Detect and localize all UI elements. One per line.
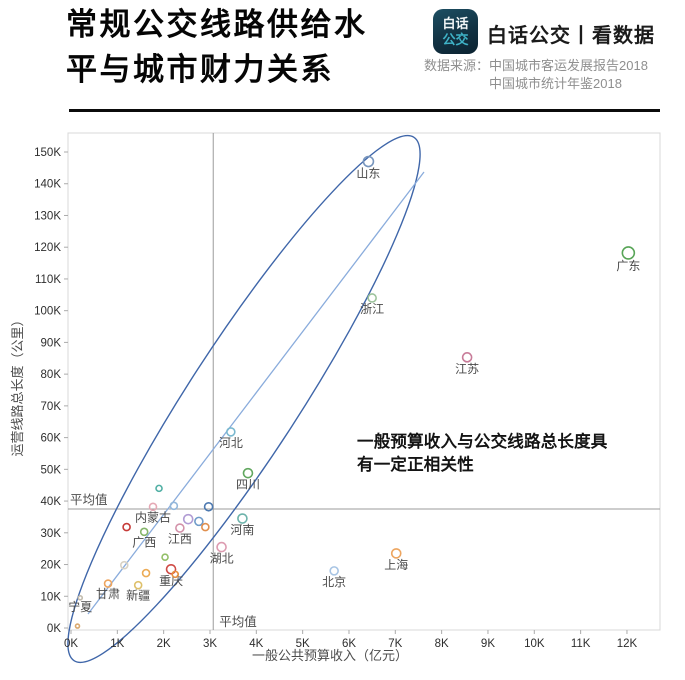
point-北京 xyxy=(329,566,339,576)
plot-border xyxy=(67,132,661,631)
brand-name: 白话公交丨看数据 xyxy=(487,25,655,47)
point-江西 xyxy=(175,523,185,533)
y-axis-title: 运营线路总长度（公里） xyxy=(10,313,25,456)
x-tick-label: 1K xyxy=(110,638,124,650)
point-江苏 xyxy=(461,352,473,363)
header-divider xyxy=(69,109,660,112)
point-label-四川: 四川 xyxy=(236,478,260,492)
x-tick-label: 4K xyxy=(249,638,263,650)
x-tick-label: 5K xyxy=(296,638,310,650)
point xyxy=(74,623,81,629)
point-河北 xyxy=(226,427,236,437)
y-tick-label: 0K xyxy=(47,623,61,635)
trend-line xyxy=(87,171,425,615)
point xyxy=(194,516,204,527)
x-tick-label: 6K xyxy=(342,638,356,650)
x-tick-label: 3K xyxy=(203,638,217,650)
y-tick-label: 50K xyxy=(41,464,62,476)
point-label-湖北: 湖北 xyxy=(210,551,234,566)
y-tick-label: 130K xyxy=(34,210,61,222)
y-tick-label: 20K xyxy=(41,560,62,572)
data-source: 数据来源：中国城市客运发展报告2018 中国城市统计年鉴2018 xyxy=(424,57,648,93)
point-新疆 xyxy=(133,580,143,590)
y-tick-label: 110K xyxy=(35,274,61,286)
x-tick-label: 2K xyxy=(157,638,171,650)
point-label-河南: 河南 xyxy=(230,522,254,537)
point-河南 xyxy=(237,513,248,524)
y-tick-label: 90K xyxy=(41,337,62,349)
point xyxy=(119,560,129,570)
point-label-江苏: 江苏 xyxy=(455,362,479,376)
point xyxy=(122,522,131,532)
point-湖北 xyxy=(216,541,227,553)
y-tick-label: 150K xyxy=(34,147,61,159)
y-tick-label: 70K xyxy=(41,401,62,413)
point xyxy=(155,484,163,493)
page-title: 常规公交线路供给水 平与城市财力关系 xyxy=(66,7,368,87)
point xyxy=(201,522,210,532)
x-tick-label: 11K xyxy=(571,638,591,650)
point-重庆 xyxy=(165,563,177,575)
point-label-内蒙古: 内蒙古 xyxy=(135,509,171,524)
y-tick-label: 100K xyxy=(34,306,61,318)
brand-logo-text-top: 白话 xyxy=(442,15,469,31)
x-tick-label: 8K xyxy=(435,638,449,650)
x-axis-title: 一般公共预算收入（亿元） xyxy=(252,648,408,663)
y-tick-label: 120K xyxy=(34,242,61,254)
avg-horizontal-label: 平均值 xyxy=(70,492,108,507)
point-label-甘肃: 甘肃 xyxy=(96,587,120,601)
scatter-chart-canvas: 0K 1K 2K 3K 4K 5K 6K 7K 8K 9K 10K 11K 12K 0K 10K 20K 30K… xyxy=(10,132,661,664)
point-四川 xyxy=(242,467,254,479)
point xyxy=(141,568,151,578)
x-tick-label: 0K xyxy=(64,638,78,650)
point-label-上海: 上海 xyxy=(384,557,408,572)
point-label-北京: 北京 xyxy=(322,575,346,589)
point-广西 xyxy=(139,527,149,537)
scatter-chart: 0K 1K 2K 3K 4K 5K 6K 7K 8K 9K 10K 11K 12K 0K 10K 20K 30K… xyxy=(0,120,685,680)
point-label-新疆: 新疆 xyxy=(126,588,150,603)
data-source-line1: 数据来源：中国城市客运发展报告2018 xyxy=(424,58,648,73)
point-label-浙江: 浙江 xyxy=(360,302,384,316)
chart-annotation: 一般预算收入与公交线路总长度具 有一定正相关性 xyxy=(357,433,608,475)
x-tick-label: 7K xyxy=(388,638,402,650)
point xyxy=(169,501,179,511)
point-label-江西: 江西 xyxy=(168,532,192,546)
brand-logo: 白话 公交 xyxy=(433,9,478,54)
point-label-广西: 广西 xyxy=(132,535,156,549)
point-甘肃 xyxy=(103,579,113,588)
point-label-宁夏: 宁夏 xyxy=(68,599,92,614)
point-山东 xyxy=(362,155,375,168)
avg-vertical-label: 平均值 xyxy=(219,614,257,629)
point xyxy=(171,570,180,579)
point xyxy=(203,501,214,512)
confidence-ellipse xyxy=(67,134,421,664)
y-tick-label: 140K xyxy=(34,179,61,191)
point-label-山东: 山东 xyxy=(356,167,380,181)
y-tick-label: 80K xyxy=(41,369,62,381)
point-广东 xyxy=(621,246,636,260)
y-tick-label: 40K xyxy=(41,496,62,508)
point-浙江 xyxy=(367,293,377,303)
x-tick-label: 9K xyxy=(481,638,495,650)
y-tick-label: 60K xyxy=(41,433,62,445)
point-宁夏 xyxy=(77,595,84,601)
point xyxy=(182,513,194,525)
x-tick-label: 12K xyxy=(617,638,638,650)
point xyxy=(161,553,169,562)
point-label-重庆: 重庆 xyxy=(159,574,183,588)
point-内蒙古 xyxy=(148,502,158,512)
point-上海 xyxy=(390,548,402,559)
y-tick-label: 10K xyxy=(41,591,62,603)
x-tick-label: 10K xyxy=(524,638,545,650)
data-source-line2: 中国城市统计年鉴2018 xyxy=(489,76,622,91)
point-label-广东: 广东 xyxy=(616,259,640,273)
brand-logo-text-bottom: 公交 xyxy=(442,31,469,47)
y-tick-label: 30K xyxy=(41,528,62,540)
point-label-河北: 河北 xyxy=(219,436,243,450)
